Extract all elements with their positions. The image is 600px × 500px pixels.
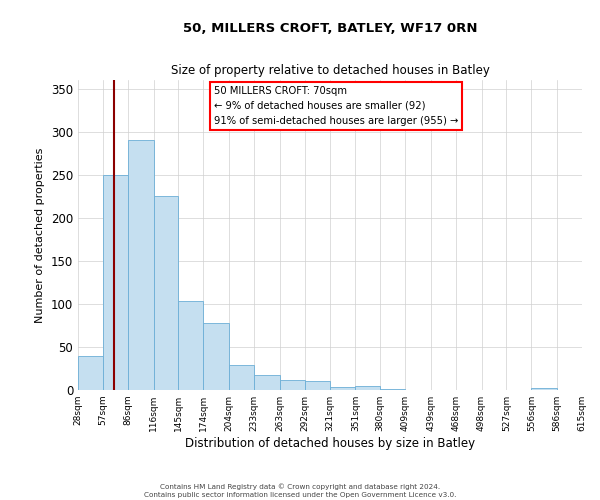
Text: Contains HM Land Registry data © Crown copyright and database right 2024.
Contai: Contains HM Land Registry data © Crown c… bbox=[144, 483, 456, 498]
Bar bbox=[128, 140, 154, 390]
Bar bbox=[329, 386, 355, 390]
Bar bbox=[103, 174, 128, 390]
Bar bbox=[229, 365, 254, 390]
Text: 50, MILLERS CROFT, BATLEY, WF17 0RN: 50, MILLERS CROFT, BATLEY, WF17 0RN bbox=[183, 22, 477, 36]
Bar bbox=[305, 382, 329, 390]
Bar bbox=[203, 323, 229, 390]
Bar bbox=[380, 389, 405, 390]
X-axis label: Distribution of detached houses by size in Batley: Distribution of detached houses by size … bbox=[185, 437, 475, 450]
Y-axis label: Number of detached properties: Number of detached properties bbox=[35, 148, 46, 322]
Bar bbox=[532, 388, 557, 390]
Text: 50 MILLERS CROFT: 70sqm
← 9% of detached houses are smaller (92)
91% of semi-det: 50 MILLERS CROFT: 70sqm ← 9% of detached… bbox=[214, 86, 458, 126]
Bar bbox=[355, 386, 380, 390]
Title: Size of property relative to detached houses in Batley: Size of property relative to detached ho… bbox=[170, 64, 490, 78]
Bar bbox=[280, 380, 305, 390]
Bar bbox=[154, 196, 178, 390]
Bar bbox=[178, 302, 203, 390]
Bar bbox=[78, 356, 103, 390]
Bar bbox=[254, 376, 280, 390]
